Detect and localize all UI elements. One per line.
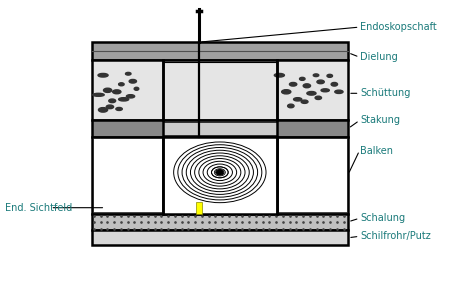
Ellipse shape <box>119 98 129 101</box>
Ellipse shape <box>113 90 121 94</box>
Text: Stakung: Stakung <box>360 115 400 126</box>
Ellipse shape <box>289 82 297 86</box>
Ellipse shape <box>98 108 108 112</box>
Bar <box>92 60 348 120</box>
Text: Schilfrohr/Putz: Schilfrohr/Putz <box>360 231 431 241</box>
Ellipse shape <box>104 88 112 92</box>
Bar <box>92 120 348 137</box>
Ellipse shape <box>301 100 308 104</box>
Ellipse shape <box>116 107 122 110</box>
Bar <box>93 138 162 212</box>
Text: Schüttung: Schüttung <box>360 88 411 98</box>
Ellipse shape <box>274 73 284 77</box>
Bar <box>92 137 348 214</box>
Text: Balken: Balken <box>360 145 393 156</box>
Ellipse shape <box>321 89 329 92</box>
Ellipse shape <box>307 92 316 95</box>
Ellipse shape <box>125 73 131 75</box>
Ellipse shape <box>294 98 302 101</box>
Ellipse shape <box>93 93 104 96</box>
Ellipse shape <box>109 99 115 103</box>
Ellipse shape <box>288 104 294 108</box>
Text: Endoskopschaft: Endoskopschaft <box>360 22 437 32</box>
Bar <box>163 137 277 214</box>
Ellipse shape <box>126 95 135 98</box>
Bar <box>92 214 348 230</box>
Text: Dielung: Dielung <box>360 52 398 62</box>
Ellipse shape <box>119 83 124 86</box>
Text: End. Sichtfeld: End. Sichtfeld <box>5 203 72 213</box>
Ellipse shape <box>327 74 333 77</box>
Ellipse shape <box>303 84 311 88</box>
Bar <box>92 230 348 245</box>
Bar <box>196 202 202 214</box>
Bar <box>163 122 277 135</box>
Ellipse shape <box>331 82 338 86</box>
Ellipse shape <box>106 105 114 109</box>
Ellipse shape <box>282 90 291 94</box>
Ellipse shape <box>313 74 319 76</box>
Ellipse shape <box>98 73 108 77</box>
Bar <box>92 42 348 60</box>
Bar <box>278 138 347 212</box>
Ellipse shape <box>300 77 305 80</box>
Ellipse shape <box>134 87 139 90</box>
Ellipse shape <box>129 79 136 83</box>
Ellipse shape <box>315 96 322 99</box>
Ellipse shape <box>317 80 324 84</box>
Text: Schalung: Schalung <box>360 213 406 223</box>
Ellipse shape <box>335 90 343 94</box>
Circle shape <box>217 170 223 174</box>
